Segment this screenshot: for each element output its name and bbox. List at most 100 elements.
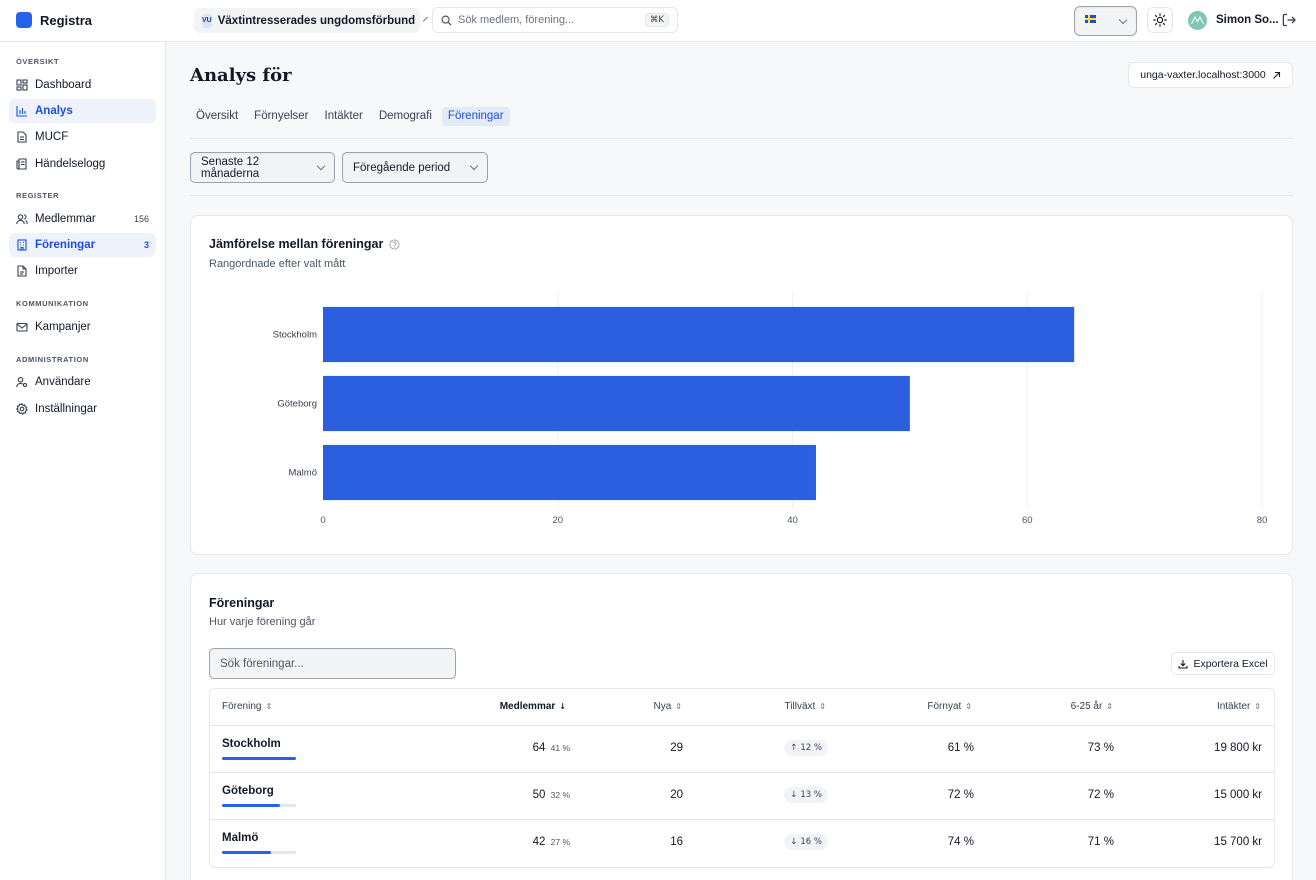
sidebar-item-foreningar[interactable]: Föreningar 3	[9, 233, 156, 257]
dashboard-icon	[16, 79, 28, 91]
associations-card-title: Föreningar	[209, 596, 275, 610]
period-select[interactable]: Senaste 12 månaderna	[190, 152, 335, 183]
divider	[190, 195, 1293, 196]
table-row[interactable]: Stockholm 64 41 % 29 ↑ 12 % 61 % 73 % 19 …	[210, 726, 1274, 773]
organization-selector[interactable]: VU Växtintresserades ungdomsförbund	[194, 8, 429, 33]
sidebar-item-installningar[interactable]: Inställningar	[9, 397, 156, 421]
members-cell: 64 41 %	[533, 742, 570, 754]
sort-icon: ⇕	[965, 702, 972, 711]
sidebar-item-label: Inställningar	[35, 403, 98, 415]
member-share-bar	[222, 851, 296, 854]
members-value: 50	[532, 789, 546, 801]
sidebar-item-medlemmar[interactable]: Medlemmar 156	[9, 207, 156, 231]
search-shortcut: ⌘K	[644, 13, 669, 27]
revenue-cell: 15 700 kr	[1214, 836, 1262, 848]
user-name[interactable]: Simon So...	[1216, 14, 1279, 26]
tab-foreningar[interactable]: Föreningar	[441, 107, 510, 126]
association-name[interactable]: Malmö	[222, 832, 259, 844]
bar-chart-icon	[16, 106, 27, 117]
tab-oversikt[interactable]: Översikt	[196, 110, 239, 122]
tab-demografi[interactable]: Demografi	[378, 110, 432, 122]
sort-descending-icon: ↓	[559, 702, 566, 711]
bar-malmö	[323, 444, 816, 501]
column-header-fornyat[interactable]: Förnyat ⇕	[927, 701, 972, 712]
column-header-intakter[interactable]: Intäkter ⇕	[1217, 701, 1261, 712]
associations-card-subtitle: Hur varje förening går	[209, 616, 316, 628]
association-name[interactable]: Göteborg	[222, 785, 274, 797]
members-cell: 42 27 %	[533, 836, 570, 848]
members-value: 42	[532, 836, 546, 848]
avatar[interactable]	[1188, 11, 1207, 30]
sidebar-item-anvandare[interactable]: Användare	[9, 370, 156, 394]
sidebar-item-dashboard[interactable]: Dashboard	[9, 73, 156, 97]
column-label: Nya	[653, 701, 672, 712]
gear-icon	[16, 403, 28, 415]
mail-icon	[16, 322, 28, 332]
association-search-input[interactable]	[209, 648, 456, 679]
column-label: Förening	[222, 701, 262, 712]
language-selector[interactable]	[1074, 6, 1137, 36]
divider	[190, 138, 1293, 139]
help-icon[interactable]	[389, 238, 400, 250]
revenue-cell: 15 000 kr	[1214, 789, 1262, 801]
chevron-down-icon	[1118, 15, 1128, 24]
new-members-cell: 16	[670, 836, 683, 848]
comparison-card: Jämförelse mellan föreningar Rangordnade…	[190, 215, 1293, 555]
associations-card: Föreningar Hur varje förening går Export…	[190, 573, 1293, 880]
renewed-cell: 74 %	[947, 836, 974, 848]
members-share-value: 27 %	[550, 837, 570, 847]
sort-icon: ⇕	[265, 702, 273, 711]
table-row[interactable]: Malmö 42 27 % 16 ↓ 16 % 74 % 71 % 15 700 …	[210, 820, 1274, 867]
x-tick-label: 0	[320, 515, 325, 526]
member-share-bar	[222, 757, 296, 760]
open-site-link[interactable]: unga-vaxter.localhost:3000	[1128, 62, 1293, 88]
sidebar-item-importer[interactable]: Importer	[9, 259, 156, 283]
app-logo-icon[interactable]	[16, 12, 32, 28]
global-search-input[interactable]	[458, 14, 645, 26]
member-share-fill	[222, 757, 296, 760]
sidebar-item-analys[interactable]: Analys	[9, 99, 156, 123]
column-header-tillvaxt[interactable]: Tillväxt ⇕	[785, 701, 826, 712]
column-header-nya[interactable]: Nya ⇕	[654, 701, 683, 712]
growth-badge: ↓ 16 %	[784, 834, 828, 850]
column-header-forening[interactable]: Förening ⇕	[222, 701, 272, 712]
comparison-card-subtitle: Rangordnade efter valt mått	[209, 258, 346, 270]
tab-fornyelser[interactable]: Förnyelser	[254, 110, 309, 122]
column-header-medlemmar[interactable]: Medlemmar ↓	[500, 701, 566, 712]
sidebar-item-label: Föreningar	[35, 239, 96, 251]
x-tick-label: 80	[1257, 515, 1268, 526]
column-header-6-25-ar[interactable]: 6-25 år ⇕	[1071, 701, 1113, 712]
export-excel-label: Exportera Excel	[1193, 657, 1268, 670]
sidebar: ÖVERSIKT Dashboard Analys MUCF Händelsel…	[0, 42, 166, 880]
column-label: Medlemmar	[499, 701, 556, 712]
compare-select[interactable]: Föregående period	[342, 152, 488, 183]
tab-intakter[interactable]: Intäkter	[324, 110, 363, 122]
chevron-down-icon	[423, 16, 429, 22]
growth-value: 12 %	[800, 743, 822, 753]
logout-icon[interactable]	[1281, 12, 1297, 28]
export-excel-button[interactable]: Exportera Excel	[1171, 652, 1275, 675]
renewed-cell: 61 %	[947, 742, 974, 754]
sun-icon	[1153, 13, 1167, 27]
global-search[interactable]: ⌘K	[432, 7, 678, 33]
chevron-down-icon	[469, 161, 479, 171]
bar-göteborg	[323, 375, 910, 432]
app-name[interactable]: Registra	[40, 13, 93, 28]
sidebar-item-mucf[interactable]: MUCF	[9, 125, 156, 149]
theme-toggle-button[interactable]	[1147, 7, 1173, 33]
sidebar-item-label: Användare	[35, 376, 91, 388]
new-members-cell: 29	[670, 742, 683, 754]
x-tick-label: 20	[552, 515, 563, 526]
table-row[interactable]: Göteborg 50 32 % 20 ↓ 13 % 72 % 72 % 15 0…	[210, 773, 1274, 820]
y-tick-label: Stockholm	[273, 330, 317, 341]
document-icon	[17, 131, 27, 143]
growth-badge: ↑ 12 %	[784, 740, 828, 756]
sidebar-item-kampanjer[interactable]: Kampanjer	[9, 315, 156, 339]
building-icon	[17, 239, 27, 251]
sidebar-item-handelselogg[interactable]: Händelselogg	[9, 152, 156, 176]
analysis-tabs: Översikt Förnyelser Intäkter Demografi F…	[190, 107, 510, 126]
page-title: Analys för	[190, 65, 292, 86]
growth-badge: ↓ 13 %	[784, 787, 828, 803]
association-name[interactable]: Stockholm	[222, 738, 281, 750]
members-share-value: 32 %	[550, 790, 570, 800]
